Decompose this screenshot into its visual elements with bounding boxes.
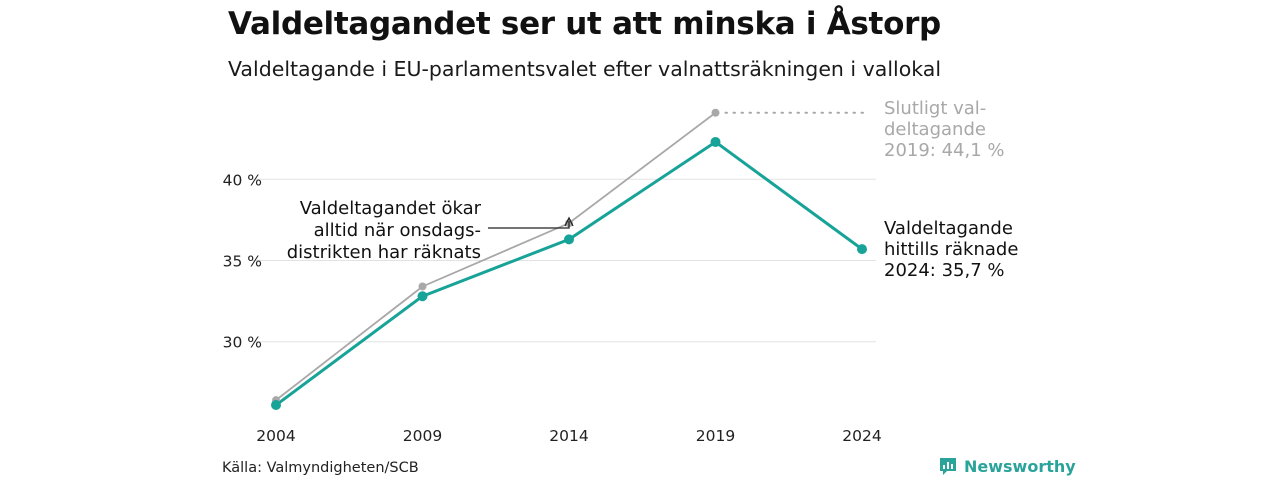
annotation-left-line-1: Valdeltagandet ökar [300, 198, 482, 219]
preliminary-turnout-points [271, 136, 867, 411]
y-tick-label: 40 % [223, 171, 262, 189]
y-tick-label: 35 % [223, 253, 262, 271]
final-data-point [711, 108, 720, 117]
annotation-current-line-3: 2024: 35,7 % [884, 260, 1005, 281]
chart-title: Valdeltagandet ser ut att minska i Åstor… [228, 6, 941, 42]
final-annotation: Slutligt val- deltagande 2019: 44,1 % [884, 98, 1005, 161]
current-annotation: Valdeltagande hittills räknade 2024: 35,… [884, 218, 1018, 281]
preliminary-data-point [857, 244, 867, 255]
annotation-left-line-2: alltid när onsdags- [314, 220, 481, 241]
annotation-current-line-1: Valdeltagande [884, 218, 1013, 239]
final-turnout-line [275, 112, 717, 401]
y-tick-label: 30 % [223, 334, 262, 352]
preliminary-data-point [271, 400, 281, 411]
left-annotation: Valdeltagandet ökar alltid när onsdags- … [287, 198, 574, 263]
newsworthy-logo-icon [940, 458, 956, 475]
preliminary-data-point [417, 291, 428, 302]
annotation-arrow-head [564, 216, 574, 227]
final-data-point [418, 282, 427, 291]
preliminary-data-point [710, 136, 721, 147]
x-tick-label: 2009 [403, 427, 442, 445]
x-tick-label: 2024 [842, 427, 881, 445]
annotation-current-line-2: hittills räknade [884, 239, 1018, 260]
annotation-final-line-2: deltagande [884, 119, 986, 140]
chart-subtitle: Valdeltagande i EU-parlamentsvalet efter… [228, 57, 942, 81]
y-axis-ticks: 30 % 35 % 40 % [223, 171, 262, 351]
preliminary-data-point [564, 234, 574, 245]
annotation-arrow-line [488, 221, 570, 229]
source-note: Källa: Valmyndigheten/SCB [222, 460, 419, 476]
annotation-final-line-1: Slutligt val- [884, 98, 986, 119]
annotation-final-line-3: 2019: 44,1 % [884, 140, 1005, 161]
x-tick-label: 2004 [256, 427, 295, 445]
x-tick-label: 2014 [549, 427, 588, 445]
brand-logo: Newsworthy [938, 456, 1076, 476]
brand-name: Newsworthy [964, 456, 1076, 476]
preliminary-turnout-line [275, 140, 863, 407]
grid-lines [249, 178, 876, 343]
x-axis-ticks: 2004 2009 2014 2019 2024 [256, 427, 881, 445]
annotation-left-line-3: distrikten har räknats [287, 242, 481, 263]
x-tick-label: 2019 [696, 427, 735, 445]
